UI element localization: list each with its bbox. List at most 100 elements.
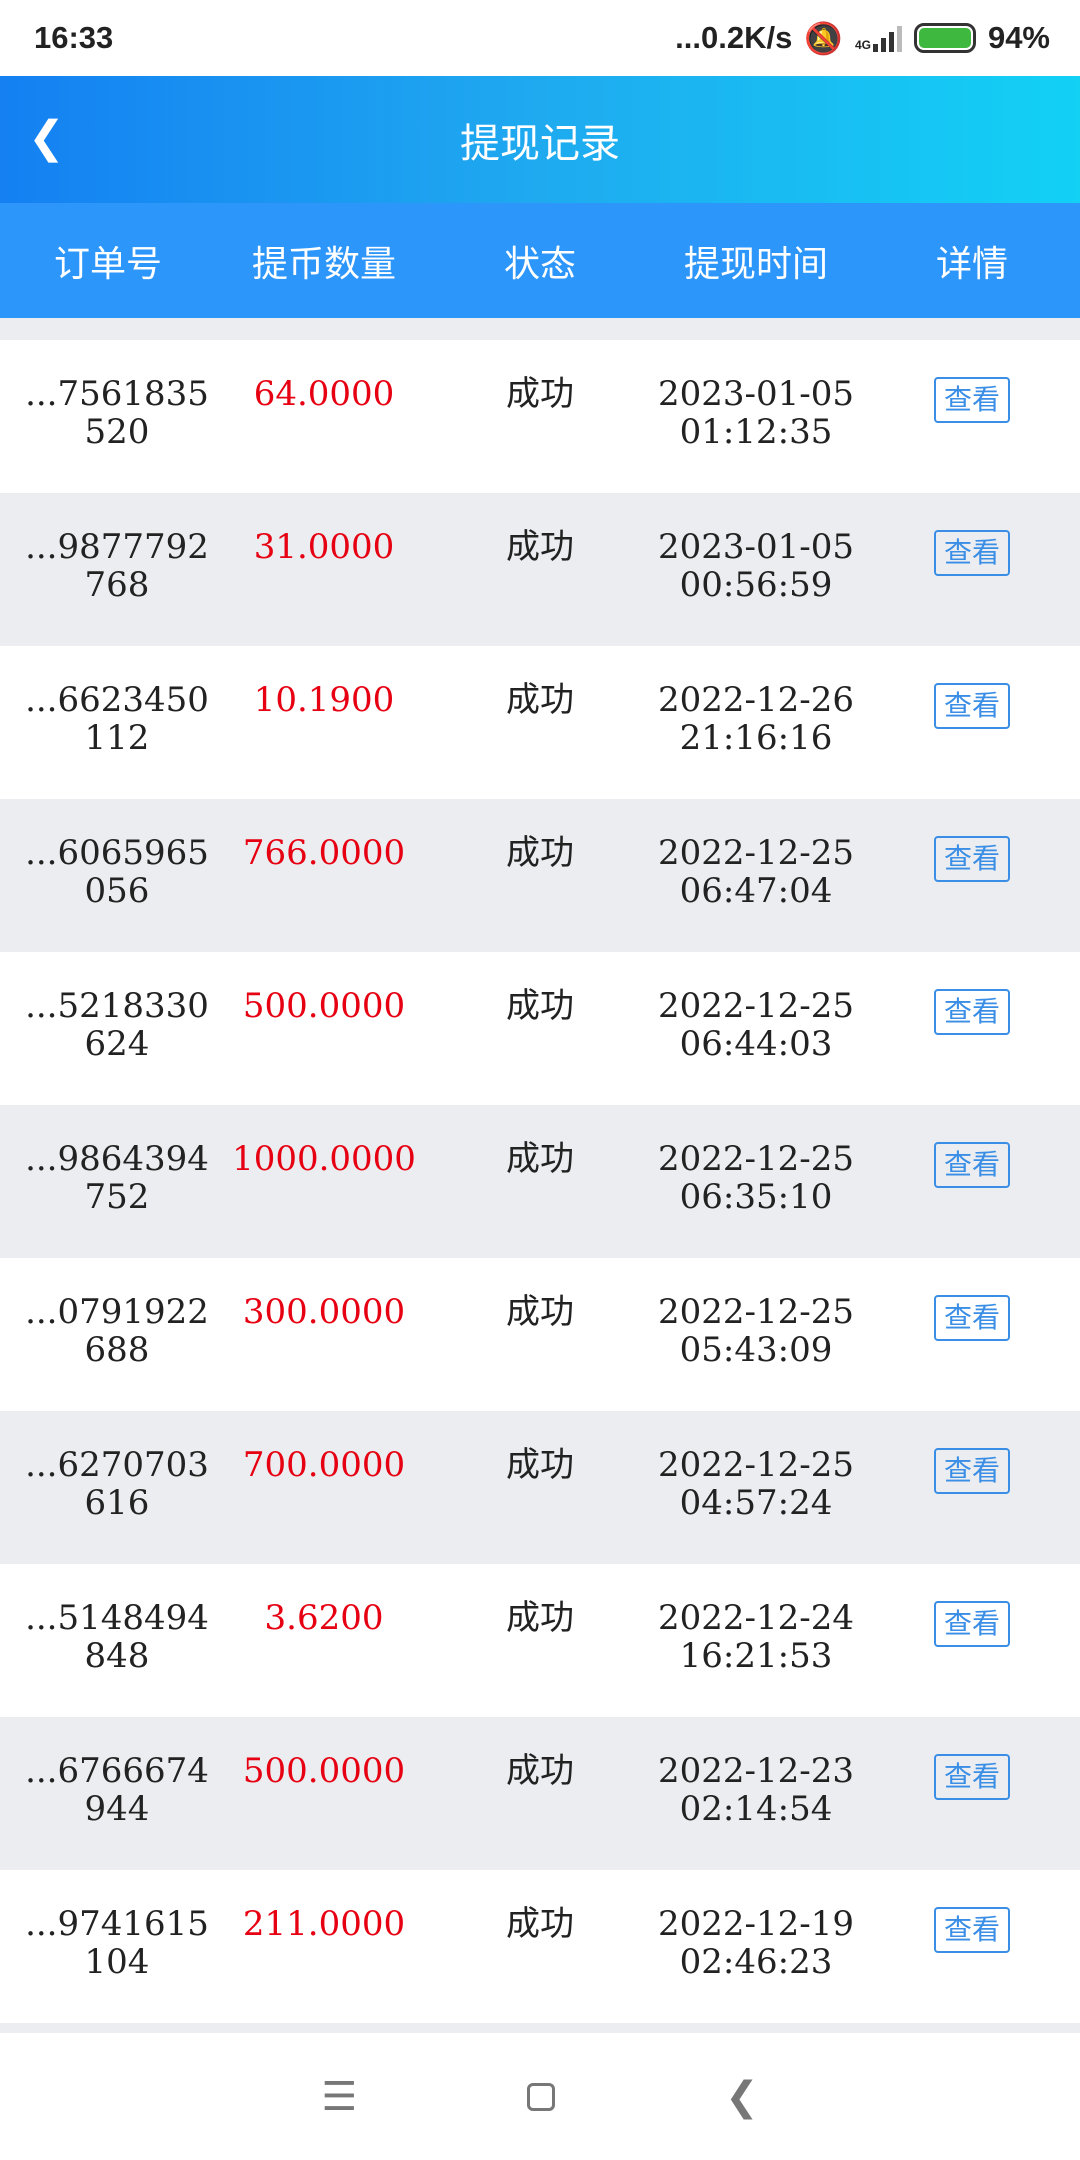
order-number: ...7561835 520 bbox=[0, 375, 216, 451]
col-order: 订单号 bbox=[53, 243, 162, 285]
status: 成功 bbox=[506, 1292, 574, 1332]
order-number-line2: 616 bbox=[84, 1483, 150, 1523]
date: 2022-12-25 bbox=[657, 833, 855, 873]
date: 2022-12-25 bbox=[657, 1292, 855, 1332]
table-row: ...5218330 624 500.0000 成功 2022-12-25 06:4… bbox=[0, 952, 1080, 1105]
date: 2022-12-25 bbox=[657, 1139, 855, 1179]
view-button[interactable]: 查看 bbox=[933, 683, 1010, 729]
date: 2022-12-25 bbox=[657, 1445, 855, 1485]
order-number: ...5148494 848 bbox=[0, 1599, 216, 1675]
time: 01:12:35 bbox=[679, 412, 833, 452]
time: 02:14:54 bbox=[679, 1789, 833, 1829]
table-row: ...6065965 056 766.0000 成功 2022-12-25 06:4… bbox=[0, 799, 1080, 952]
view-button[interactable]: 查看 bbox=[933, 836, 1010, 882]
date: 2022-12-24 bbox=[657, 1598, 855, 1638]
order-number-line2: 624 bbox=[84, 1024, 150, 1064]
time: 05:43:09 bbox=[679, 1330, 833, 1370]
view-button[interactable]: 查看 bbox=[933, 1295, 1010, 1341]
record-list: ...7561835 520 64.0000 成功 2023-01-05 01:12… bbox=[0, 340, 1080, 2023]
table-row: ...9864394 752 1000.0000 成功 2022-12-25 06:… bbox=[0, 1105, 1080, 1258]
order-number-line1: ...9877792 bbox=[25, 527, 209, 567]
home-icon[interactable] bbox=[527, 2082, 556, 2111]
view-button[interactable]: 查看 bbox=[933, 1448, 1010, 1494]
amount: 3.6200 bbox=[264, 1598, 384, 1638]
time: 02:46:23 bbox=[679, 1942, 833, 1982]
back-icon[interactable]: ❮ bbox=[725, 2073, 759, 2120]
withdraw-time: 2022-12-25 06:44:03 bbox=[648, 987, 864, 1063]
view-button[interactable]: 查看 bbox=[933, 1601, 1010, 1647]
view-button[interactable]: 查看 bbox=[933, 989, 1010, 1035]
order-number-line1: ...5218330 bbox=[25, 986, 209, 1026]
date: 2022-12-19 bbox=[657, 1904, 855, 1944]
status: 成功 bbox=[506, 1904, 574, 1944]
withdraw-time: 2022-12-19 02:46:23 bbox=[648, 1905, 864, 1981]
order-number: ...6065965 056 bbox=[0, 834, 216, 910]
status: 成功 bbox=[506, 833, 574, 873]
date: 2022-12-26 bbox=[657, 680, 855, 720]
amount: 211.0000 bbox=[242, 1904, 406, 1944]
view-button[interactable]: 查看 bbox=[933, 530, 1010, 576]
col-detail: 详情 bbox=[935, 243, 1008, 285]
withdraw-time: 2022-12-26 21:16:16 bbox=[648, 681, 864, 757]
order-number-line2: 688 bbox=[84, 1330, 150, 1370]
date: 2023-01-05 bbox=[657, 374, 855, 414]
order-number-line2: 848 bbox=[84, 1636, 150, 1676]
withdraw-time: 2022-12-25 05:43:09 bbox=[648, 1293, 864, 1369]
amount: 766.0000 bbox=[242, 833, 406, 873]
order-number-line1: ...9864394 bbox=[25, 1139, 209, 1179]
order-number: ...9877792 768 bbox=[0, 528, 216, 604]
order-number: ...5218330 624 bbox=[0, 987, 216, 1063]
withdraw-time: 2023-01-05 00:56:59 bbox=[648, 528, 864, 604]
status: 成功 bbox=[506, 986, 574, 1026]
signal-icon: 4G bbox=[855, 24, 902, 52]
table-row: ...9877792 768 31.0000 成功 2023-01-05 00:56… bbox=[0, 493, 1080, 646]
clock: 16:33 bbox=[34, 20, 114, 55]
amount: 500.0000 bbox=[242, 1751, 406, 1791]
amount: 64.0000 bbox=[253, 374, 395, 414]
view-button[interactable]: 查看 bbox=[933, 1754, 1010, 1800]
time: 06:47:04 bbox=[679, 871, 833, 911]
order-number: ...9864394 752 bbox=[0, 1140, 216, 1216]
date: 2022-12-23 bbox=[657, 1751, 855, 1791]
chevron-left-icon[interactable]: ❮ bbox=[28, 112, 65, 163]
order-number-line1: ...6623450 bbox=[25, 680, 209, 720]
status: 成功 bbox=[506, 374, 574, 414]
col-time: 提现时间 bbox=[683, 243, 828, 285]
order-number-line1: ...6065965 bbox=[25, 833, 209, 873]
date: 2022-12-25 bbox=[657, 986, 855, 1026]
withdraw-time: 2022-12-25 06:47:04 bbox=[648, 834, 864, 910]
table-row: ...6623450 112 10.1900 成功 2022-12-26 21:16… bbox=[0, 646, 1080, 799]
system-nav-bar: ☰ ❮ bbox=[0, 2033, 1080, 2160]
order-number-line2: 768 bbox=[84, 565, 150, 605]
order-number: ...6270703 616 bbox=[0, 1446, 216, 1522]
status: 成功 bbox=[506, 1445, 574, 1485]
amount: 300.0000 bbox=[242, 1292, 406, 1332]
order-number-line2: 112 bbox=[84, 718, 150, 758]
time: 21:16:16 bbox=[679, 718, 833, 758]
withdraw-time: 2022-12-25 06:35:10 bbox=[648, 1140, 864, 1216]
withdraw-time: 2022-12-24 16:21:53 bbox=[648, 1599, 864, 1675]
time: 06:44:03 bbox=[679, 1024, 833, 1064]
amount: 31.0000 bbox=[253, 527, 395, 567]
view-button[interactable]: 查看 bbox=[933, 1142, 1010, 1188]
order-number: ...9741615 104 bbox=[0, 1905, 216, 1981]
time: 16:21:53 bbox=[679, 1636, 833, 1676]
status: 成功 bbox=[506, 527, 574, 567]
status: 成功 bbox=[506, 1139, 574, 1179]
col-amount: 提币数量 bbox=[251, 243, 396, 285]
view-button[interactable]: 查看 bbox=[933, 377, 1010, 423]
table-row: ...7561835 520 64.0000 成功 2023-01-05 01:12… bbox=[0, 340, 1080, 493]
amount: 700.0000 bbox=[242, 1445, 406, 1485]
order-number-line2: 944 bbox=[84, 1789, 150, 1829]
time: 00:56:59 bbox=[679, 565, 833, 605]
table-header: 订单号 提币数量 状态 提现时间 详情 bbox=[0, 203, 1080, 318]
table-row: ...9741615 104 211.0000 成功 2022-12-19 02:4… bbox=[0, 1870, 1080, 2023]
menu-icon[interactable]: ☰ bbox=[321, 2073, 358, 2120]
amount: 500.0000 bbox=[242, 986, 406, 1026]
status: 成功 bbox=[506, 1598, 574, 1638]
order-number: ...6766674 944 bbox=[0, 1752, 216, 1828]
page-title: 提现记录 bbox=[460, 120, 620, 167]
order-number-line2: 520 bbox=[84, 412, 150, 452]
view-button[interactable]: 查看 bbox=[933, 1907, 1010, 1953]
table-row: ...5148494 848 3.6200 成功 2022-12-24 16:21:… bbox=[0, 1564, 1080, 1717]
